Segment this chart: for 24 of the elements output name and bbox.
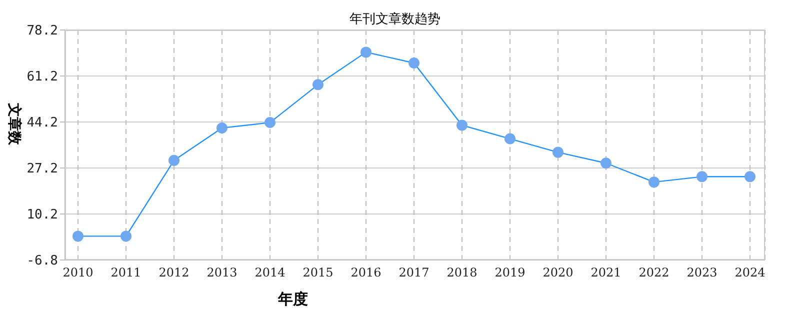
x-tick-label: 2022 (638, 266, 670, 280)
x-tick-label: 2016 (350, 266, 382, 280)
x-tick-label: 2011 (110, 266, 142, 280)
y-tick-label: 61.2 (26, 70, 58, 85)
x-tick-label: 2021 (590, 266, 622, 280)
x-tick-label: 2015 (302, 266, 334, 280)
x-tick-label: 2023 (686, 266, 718, 280)
y-tick-label: 78.2 (26, 24, 58, 39)
x-tick-label: 2018 (446, 266, 478, 280)
x-tick-label: 2012 (158, 266, 190, 280)
x-axis-title: 年度 (278, 290, 308, 309)
x-tick-label: 2014 (254, 266, 286, 280)
y-tick-label: 27.2 (26, 162, 58, 177)
y-tick-label: -6.8 (26, 254, 58, 269)
x-tick-label: 2020 (542, 266, 574, 280)
x-tick-label: 2010 (62, 266, 94, 280)
x-tick-label: 2024 (734, 266, 766, 280)
y-axis-title: 文章数 (5, 103, 23, 145)
x-tick-label: 2013 (206, 266, 238, 280)
y-tick-label: 10.2 (26, 208, 58, 223)
chart-title: 年刊文章数趋势 (350, 12, 440, 27)
x-tick-label: 2019 (494, 266, 526, 280)
x-tick-label: 2017 (398, 266, 430, 280)
y-tick-label: 44.2 (26, 116, 58, 131)
